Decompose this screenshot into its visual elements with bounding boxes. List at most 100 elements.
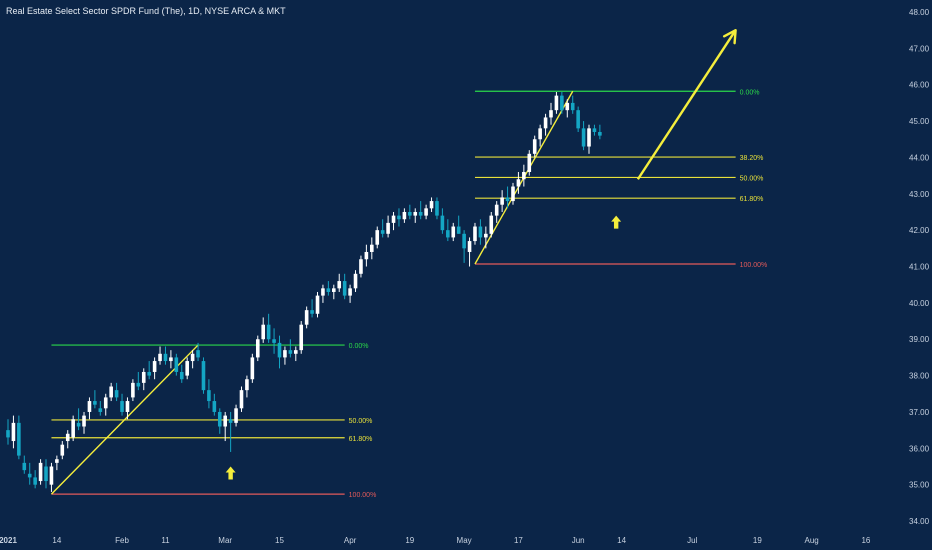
- fib-level-label: 61.80%: [740, 196, 764, 203]
- candle-body: [27, 473, 32, 478]
- chart-title: Real Estate Select Sector SPDR Fund (The…: [6, 6, 286, 16]
- candle-body: [212, 401, 217, 412]
- candle-body: [560, 95, 564, 111]
- candle-body: [380, 230, 385, 234]
- time-tick-label: 2021: [0, 536, 17, 545]
- price-tick-label: 45.00: [909, 117, 930, 126]
- candle-body: [250, 357, 255, 380]
- price-tick-label: 35.00: [909, 481, 930, 490]
- time-tick-label: Apr: [344, 536, 357, 545]
- candle-body: [255, 339, 260, 358]
- candle-body: [348, 288, 352, 296]
- candle-body: [239, 390, 244, 409]
- candle-body: [326, 288, 331, 292]
- candle-body: [484, 233, 488, 238]
- trend-line: [50, 344, 199, 495]
- candle-body: [38, 462, 43, 482]
- candle-body: [196, 350, 200, 358]
- candle-body: [473, 226, 477, 242]
- candle-body: [272, 339, 276, 343]
- candle-body: [245, 379, 249, 391]
- candle-body: [549, 110, 553, 118]
- price-tick-label: 43.00: [909, 190, 930, 199]
- price-tick-label: 44.00: [909, 153, 930, 162]
- candle-body: [163, 353, 168, 362]
- candle-body: [494, 204, 499, 216]
- candle-body: [22, 462, 27, 471]
- up-arrow-icon: [225, 466, 236, 480]
- candle-body: [293, 350, 298, 354]
- candle-body: [516, 179, 521, 187]
- price-tick-label: 40.00: [909, 299, 930, 308]
- candle-body: [418, 211, 423, 216]
- candle-body: [435, 201, 439, 216]
- fib-level-label: 50.00%: [349, 418, 373, 425]
- up-arrow-icon: [611, 215, 622, 229]
- candle-body: [451, 226, 456, 238]
- candle-body: [565, 102, 570, 111]
- candle-body: [228, 419, 233, 423]
- candle-body: [288, 350, 293, 354]
- time-tick-label: Aug: [805, 536, 819, 545]
- candle-body: [152, 361, 157, 372]
- candle-body: [386, 222, 390, 234]
- candle-body: [76, 422, 81, 427]
- candle-body: [147, 371, 151, 376]
- candle-body: [478, 226, 483, 238]
- fib-level-label: 0.00%: [740, 89, 760, 96]
- time-tick-label: 11: [161, 536, 170, 545]
- candle-body: [103, 397, 108, 409]
- price-axis[interactable]: 34.00 35.00 36.00 37.00 38.00 39.00 40.00 41.00…: [909, 8, 930, 526]
- candle-body: [283, 350, 287, 358]
- candle-body: [402, 211, 407, 220]
- candle-body: [429, 201, 434, 209]
- time-tick-label: Mar: [218, 536, 232, 545]
- price-tick-label: 48.00: [909, 8, 930, 17]
- candle-body: [299, 324, 304, 351]
- candle-body: [277, 342, 282, 358]
- candle-body: [505, 197, 510, 202]
- candle-body: [141, 371, 146, 383]
- candle-body: [467, 241, 472, 252]
- fib-level-label: 38.20%: [740, 155, 764, 162]
- candle-body: [114, 390, 119, 398]
- candle-body: [310, 310, 314, 314]
- candle-body: [353, 273, 358, 289]
- candle-body: [527, 153, 532, 172]
- candle-body: [592, 128, 597, 132]
- candle-body: [136, 382, 141, 387]
- candle-body: [190, 353, 195, 362]
- candle-body: [65, 433, 70, 442]
- candle-body: [587, 128, 591, 147]
- candle-body: [511, 186, 515, 202]
- candle-body: [440, 215, 445, 231]
- price-tick-label: 37.00: [909, 408, 930, 417]
- time-tick-label: Feb: [115, 536, 129, 545]
- price-tick-label: 46.00: [909, 81, 930, 90]
- candle-body: [169, 357, 173, 362]
- price-tick-label: 38.00: [909, 372, 930, 381]
- candle-body: [82, 415, 86, 427]
- candle-body: [33, 477, 37, 485]
- candle-body: [174, 357, 179, 372]
- candle-body: [44, 466, 48, 482]
- candle-body: [598, 131, 602, 136]
- candle-body: [261, 324, 266, 340]
- time-axis[interactable]: 2021 14 Feb 11 Mar 15 Apr 19 May 17 Jun 14 Jul 19 Aug 1…: [0, 536, 871, 545]
- candle-body: [554, 95, 559, 111]
- time-tick-label: 19: [753, 536, 762, 545]
- candle-body: [158, 353, 162, 362]
- candle-body: [55, 459, 59, 463]
- fib-level-label: 0.00%: [349, 343, 369, 350]
- candle-body: [413, 211, 418, 216]
- fib-levels: 0.00% 50.00% 61.80% 100.00% 0.00% 38.20% 50.00…: [51, 89, 767, 499]
- candle-body: [500, 197, 504, 205]
- candle-body: [234, 408, 238, 423]
- price-tick-label: 47.00: [909, 44, 930, 53]
- time-tick-label: 14: [617, 536, 626, 545]
- candle-body: [576, 110, 580, 129]
- projection-arrow-head: [722, 28, 737, 45]
- price-tick-label: 42.00: [909, 226, 930, 235]
